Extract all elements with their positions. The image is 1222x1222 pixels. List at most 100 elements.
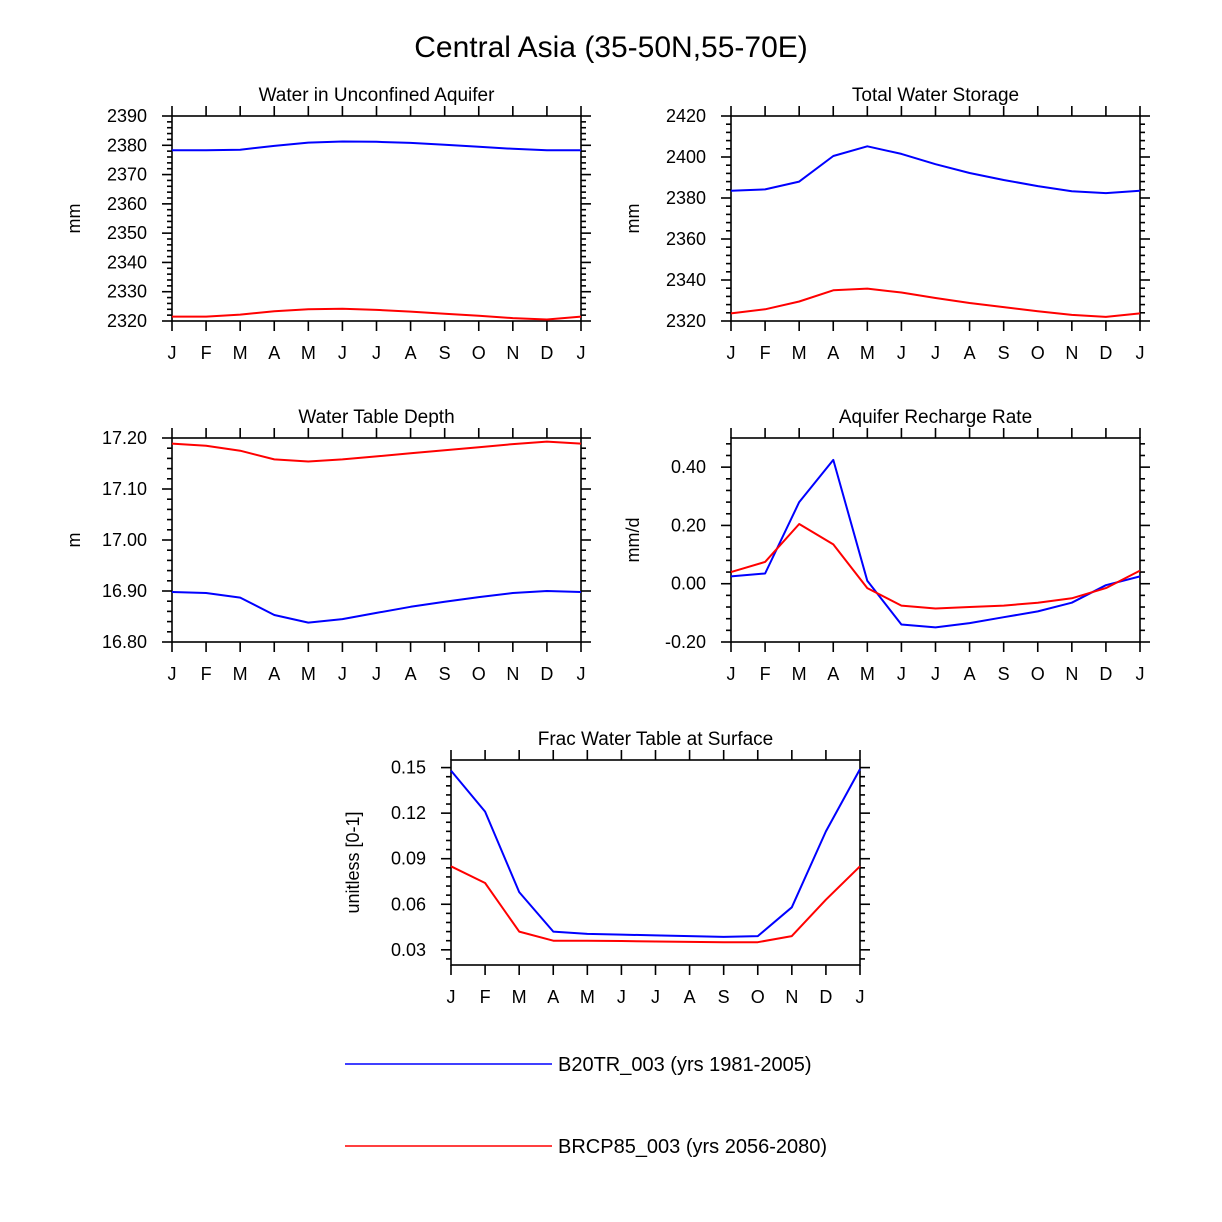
x-tick-label: A	[684, 987, 696, 1007]
x-tick-label: M	[792, 343, 807, 363]
x-tick-label: J	[856, 987, 865, 1007]
x-tick-label: A	[827, 343, 839, 363]
x-tick-label: J	[931, 343, 940, 363]
x-tick-label: J	[372, 343, 381, 363]
x-tick-label: M	[233, 664, 248, 684]
x-tick-label: J	[1136, 343, 1145, 363]
x-tick-label: A	[547, 987, 559, 1007]
x-tick-label: O	[1031, 664, 1045, 684]
x-tick-label: O	[472, 343, 486, 363]
y-tick-label: 16.80	[102, 632, 147, 652]
x-tick-label: J	[168, 664, 177, 684]
x-tick-label: J	[897, 343, 906, 363]
y-tick-label: 0.00	[671, 574, 706, 594]
plot-frame	[450, 759, 861, 966]
y-tick-label: 17.10	[102, 479, 147, 499]
series-line-brcp85	[172, 307, 582, 321]
y-tick-label: 2390	[107, 106, 147, 126]
x-tick-label: O	[751, 987, 765, 1007]
x-tick-label: J	[168, 343, 177, 363]
series-line-brcp85	[171, 440, 582, 463]
x-tick-label: F	[760, 343, 771, 363]
x-tick-label: A	[405, 664, 417, 684]
plot-frame	[730, 115, 1141, 322]
series-line-brcp85	[450, 865, 861, 944]
x-tick-label: J	[897, 664, 906, 684]
series-line-b20tr	[450, 768, 861, 938]
series-line-brcp85	[730, 287, 1141, 318]
y-tick-label: 2400	[666, 147, 706, 167]
x-tick-label: S	[998, 343, 1010, 363]
y-tick-label: 0.09	[391, 849, 426, 869]
y-tick-label: 2340	[666, 270, 706, 290]
x-tick-label: S	[718, 987, 730, 1007]
x-tick-label: A	[964, 664, 976, 684]
x-tick-label: J	[338, 343, 347, 363]
panel-title: Water Table Depth	[298, 407, 454, 428]
y-tick-label: 2330	[107, 282, 147, 302]
x-tick-label: J	[577, 664, 586, 684]
x-tick-label: M	[860, 343, 875, 363]
x-tick-label: D	[540, 664, 553, 684]
x-tick-label: J	[651, 987, 660, 1007]
x-tick-label: J	[577, 343, 586, 363]
x-tick-label: M	[512, 987, 527, 1007]
y-tick-label: 2370	[107, 165, 147, 185]
series-line-b20tr	[730, 145, 1141, 195]
series-line-b20tr	[172, 140, 581, 152]
x-tick-label: M	[233, 343, 248, 363]
x-tick-label: O	[472, 664, 486, 684]
x-tick-label: N	[1065, 664, 1078, 684]
x-tick-label: N	[506, 343, 519, 363]
figure-title: Central Asia (35-50N,55-70E)	[414, 31, 808, 64]
x-tick-label: J	[727, 343, 736, 363]
y-axis-label: mm/d	[623, 518, 643, 563]
x-tick-label: N	[785, 987, 798, 1007]
plot-frame	[730, 437, 1141, 643]
y-tick-label: 0.15	[391, 758, 426, 778]
panel-title: Aquifer Recharge Rate	[839, 407, 1032, 428]
y-axis-label: mm	[623, 204, 643, 234]
y-tick-label: 2350	[107, 223, 147, 243]
y-tick-label: 2360	[666, 229, 706, 249]
y-tick-label: 17.00	[102, 530, 147, 550]
y-tick-label: -0.20	[665, 632, 706, 652]
x-tick-label: A	[405, 343, 417, 363]
x-tick-label: S	[998, 664, 1010, 684]
y-tick-label: 0.20	[671, 515, 706, 535]
y-tick-label: 0.40	[671, 457, 706, 477]
legend-label-brcp85: BRCP85_003 (yrs 2056-2080)	[558, 1136, 827, 1158]
x-tick-label: S	[439, 343, 451, 363]
x-tick-label: J	[617, 987, 626, 1007]
series-line-b20tr	[171, 590, 582, 624]
y-tick-label: 0.03	[391, 940, 426, 960]
y-tick-label: 17.20	[102, 428, 147, 448]
y-tick-label: 0.12	[391, 803, 426, 823]
y-tick-label: 0.06	[391, 894, 426, 914]
x-tick-label: M	[301, 664, 316, 684]
x-tick-label: J	[727, 664, 736, 684]
y-axis-label: unitless [0-1]	[343, 811, 363, 913]
x-tick-label: N	[1065, 343, 1078, 363]
legend-label-b20tr: B20TR_003 (yrs 1981-2005)	[558, 1054, 811, 1076]
y-tick-label: 2420	[666, 106, 706, 126]
x-tick-label: J	[931, 664, 940, 684]
x-tick-label: N	[506, 664, 519, 684]
x-tick-label: J	[338, 664, 347, 684]
x-tick-label: F	[480, 987, 491, 1007]
x-tick-label: D	[819, 987, 832, 1007]
panel-title: Total Water Storage	[852, 85, 1019, 106]
x-tick-label: F	[201, 664, 212, 684]
y-axis-label: mm	[64, 204, 84, 234]
plot-frame	[171, 437, 582, 643]
x-tick-label: O	[1031, 343, 1045, 363]
y-axis-label: m	[64, 533, 84, 548]
panel-title: Water in Unconfined Aquifer	[259, 85, 496, 106]
x-tick-label: D	[1099, 343, 1112, 363]
x-tick-label: M	[792, 664, 807, 684]
